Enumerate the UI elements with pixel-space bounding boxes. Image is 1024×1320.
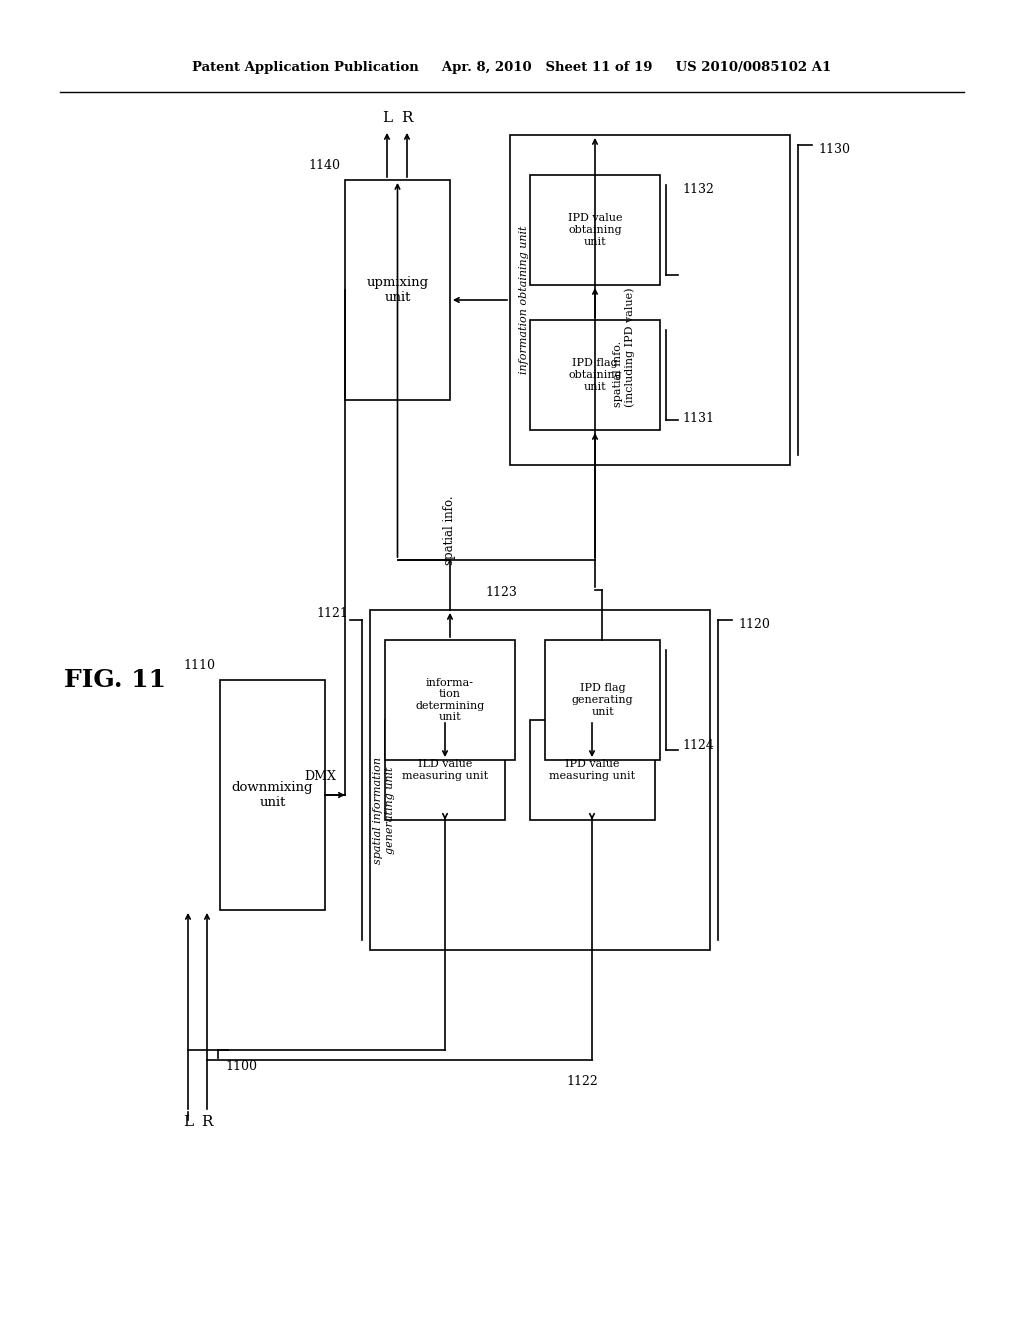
Text: IPD flag
obtaining
unit: IPD flag obtaining unit <box>568 359 622 392</box>
Text: 1140: 1140 <box>308 158 340 172</box>
Text: IPD value
measuring unit: IPD value measuring unit <box>550 759 636 781</box>
Bar <box>345 180 450 400</box>
Text: ILD value
measuring unit: ILD value measuring unit <box>402 759 488 781</box>
Text: FIG. 11: FIG. 11 <box>63 668 166 692</box>
Bar <box>370 610 710 950</box>
Bar <box>530 176 660 285</box>
Text: spatial information
generating unit: spatial information generating unit <box>373 756 395 863</box>
Text: 1123: 1123 <box>485 586 517 598</box>
Text: IPD flag
generating
unit: IPD flag generating unit <box>571 684 633 717</box>
Bar <box>510 135 790 465</box>
Bar <box>545 640 660 760</box>
Text: information obtaining unit: information obtaining unit <box>519 226 529 375</box>
Text: 1131: 1131 <box>682 412 714 425</box>
Bar <box>530 719 655 820</box>
Text: 1132: 1132 <box>682 183 714 195</box>
Text: downmixing
unit: downmixing unit <box>231 781 313 809</box>
Text: DMX: DMX <box>304 770 336 783</box>
Text: 1120: 1120 <box>738 618 770 631</box>
Text: IPD value
obtaining
unit: IPD value obtaining unit <box>567 214 623 247</box>
Text: 1121: 1121 <box>316 607 348 620</box>
Text: 1130: 1130 <box>818 143 850 156</box>
Text: 1110: 1110 <box>183 659 215 672</box>
Text: spatial info.: spatial info. <box>443 495 457 565</box>
Text: 1124: 1124 <box>682 739 714 752</box>
Text: upmixing
unit: upmixing unit <box>367 276 429 304</box>
Bar <box>385 719 505 820</box>
Text: spatial info.
(including IPD value): spatial info. (including IPD value) <box>613 288 635 407</box>
Bar <box>220 680 325 909</box>
Text: L: L <box>183 1115 194 1129</box>
Text: 1100: 1100 <box>225 1060 257 1073</box>
Bar <box>530 319 660 430</box>
Text: Patent Application Publication     Apr. 8, 2010   Sheet 11 of 19     US 2010/008: Patent Application Publication Apr. 8, 2… <box>193 62 831 74</box>
Text: R: R <box>401 111 413 125</box>
Text: R: R <box>202 1115 213 1129</box>
Bar <box>385 640 515 760</box>
Text: L: L <box>382 111 392 125</box>
Text: informa-
tion
determining
unit: informa- tion determining unit <box>416 677 484 722</box>
Text: 1122: 1122 <box>566 1074 598 1088</box>
